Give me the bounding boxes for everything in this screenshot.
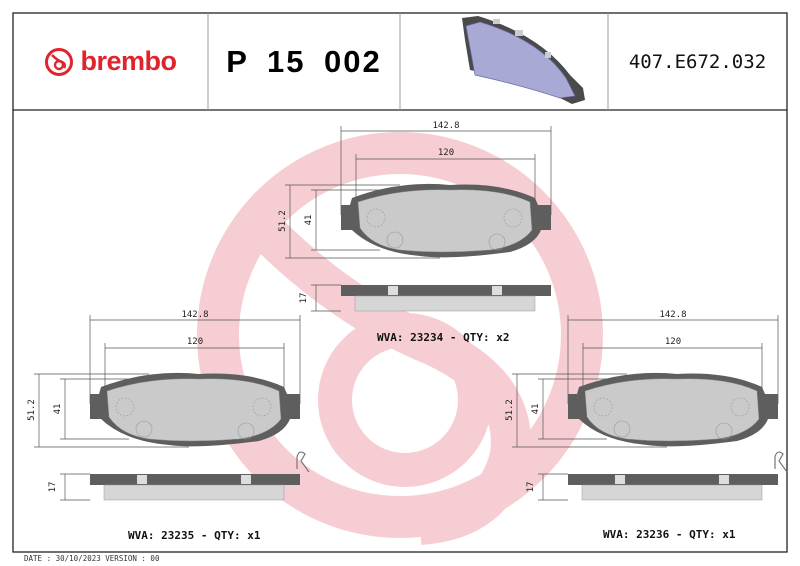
date-version: DATE : 30/10/2023 VERSION : 00 (24, 554, 160, 563)
dim-width: 142.8 (659, 310, 686, 320)
dim-inner-height: 41 (531, 404, 541, 415)
spring-clip (774, 451, 788, 473)
brembo-watermark (197, 132, 603, 545)
pad-drawing: 142.8 120 51.2 41 17 (27, 310, 310, 501)
pad-label-2: WVA: 23235 - QTY: x1 (128, 529, 261, 542)
dim-height: 51.2 (505, 399, 515, 421)
dim-inner-height: 41 (304, 215, 314, 226)
side-view-friction (581, 484, 763, 501)
brembo-logo-icon (45, 47, 74, 76)
dim-thickness: 17 (299, 293, 309, 304)
dim-inner-width: 120 (665, 337, 681, 347)
side-view-friction (354, 295, 536, 312)
side-view-plate (341, 285, 551, 296)
pad-drawing: 142.8 120 51.2 41 17 (278, 121, 552, 312)
dim-inner-width: 120 (438, 148, 454, 158)
pad-label-1: WVA: 23234 - QTY: x2 (377, 331, 510, 344)
pad-drawing: 142.8 120 51.2 41 17 (505, 310, 788, 501)
dim-thickness: 17 (48, 482, 58, 493)
dim-width: 142.8 (181, 310, 208, 320)
dim-thickness: 17 (526, 482, 536, 493)
friction-material (106, 378, 282, 442)
friction-material (584, 378, 760, 442)
dim-inner-width: 120 (187, 337, 203, 347)
reference-number: 407.E672.032 (628, 50, 767, 73)
pad-3d-image (462, 16, 585, 104)
side-view-plate (568, 474, 778, 485)
dim-inner-height: 41 (53, 404, 63, 415)
part-number: P 15 002 (226, 43, 382, 79)
pad-label-3: WVA: 23236 - QTY: x1 (603, 528, 736, 541)
side-view-friction (103, 484, 285, 501)
friction-material (357, 189, 533, 253)
dim-width: 142.8 (432, 121, 459, 131)
dim-height: 51.2 (278, 210, 288, 232)
side-view-plate (90, 474, 300, 485)
brand-name: brembo (80, 46, 177, 76)
brand-logo: brembo (13, 13, 208, 110)
spring-clip (296, 451, 310, 473)
dim-height: 51.2 (27, 399, 37, 421)
